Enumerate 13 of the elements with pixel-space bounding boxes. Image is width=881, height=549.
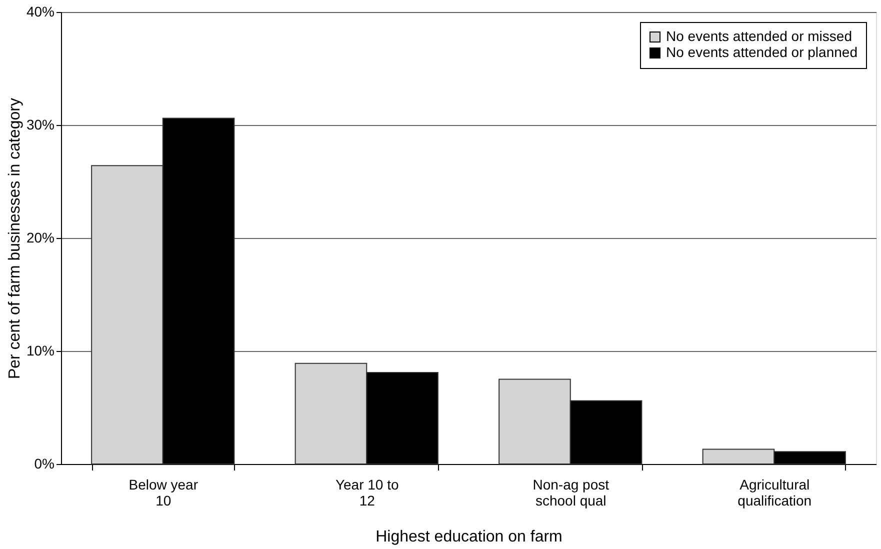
legend-label: No events attended or planned [666,44,858,60]
y-tick-label: 30% [26,116,54,132]
x-tick-label: Agricultural qualification [738,476,812,508]
x-axis-title: Highest education on farm [376,528,562,546]
y-tick-label: 0% [34,456,54,472]
y-tick-label: 40% [26,4,54,20]
x-tick-label: Non-ag post school qual [532,476,610,508]
legend-label: No events attended or missed [666,28,852,44]
y-tick-label: 20% [26,230,54,246]
x-tick-label: Below year 10 [128,476,198,508]
y-tick-label: 10% [26,342,54,358]
y-axis-title: Per cent of farm businesses in category [6,98,24,380]
x-tick-label: Year 10 to 12 [335,476,399,508]
